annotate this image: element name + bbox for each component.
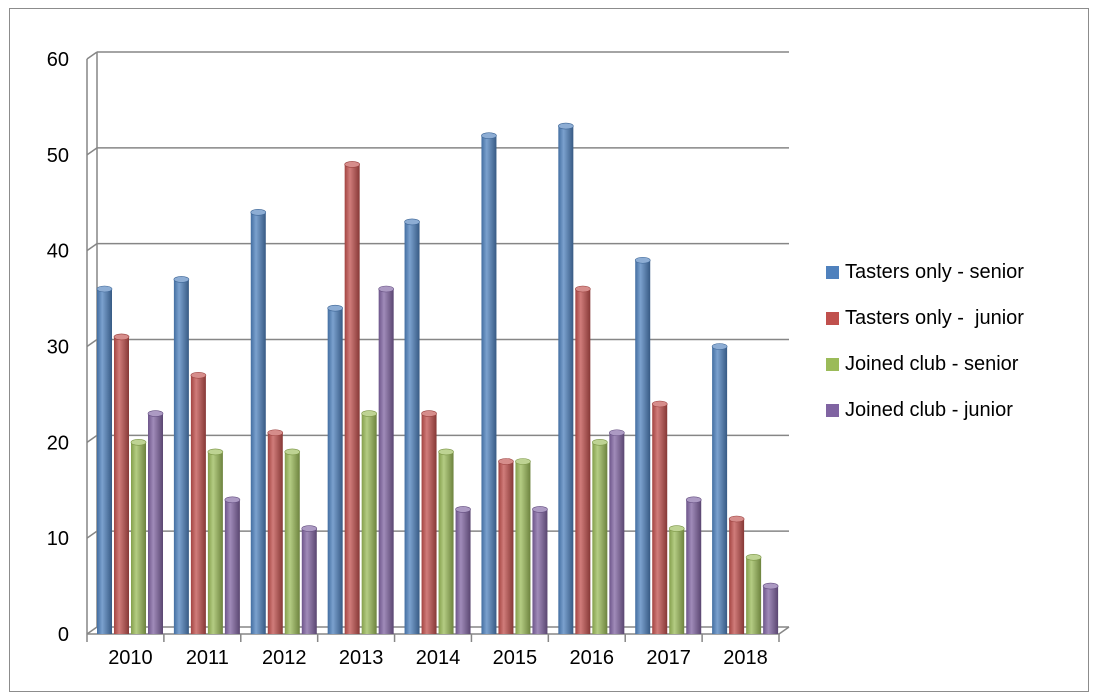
bar <box>284 448 301 634</box>
bar <box>421 410 437 634</box>
y-tick-label: 0 <box>58 624 69 646</box>
gridline-side <box>86 530 98 539</box>
bar <box>250 209 267 635</box>
tick-labels: 0 10 20 30 40 50 60 2010 2011 2012 2013 2014 2015 201… <box>47 49 768 669</box>
legend-swatch <box>826 358 839 371</box>
bar <box>173 276 190 634</box>
bar <box>651 400 668 634</box>
legend-label: Tasters only - senior <box>845 261 1024 283</box>
bar <box>481 132 497 634</box>
bar <box>498 458 514 634</box>
bar <box>207 448 224 634</box>
bar <box>558 122 574 634</box>
y-tick-label: 40 <box>47 241 69 263</box>
bar <box>515 458 531 634</box>
bar <box>190 371 207 634</box>
legend-swatch <box>826 266 839 279</box>
x-tick-label: 2015 <box>493 647 538 669</box>
bar <box>532 506 548 634</box>
bar <box>267 429 284 634</box>
bar <box>609 429 625 634</box>
bars <box>96 122 779 635</box>
bar <box>575 285 591 634</box>
legend-label: Joined club - junior <box>845 399 1013 421</box>
bar <box>224 496 241 634</box>
bar <box>327 304 343 634</box>
y-tick-label: 10 <box>47 528 69 550</box>
x-tick-label: 2010 <box>108 647 153 669</box>
x-tick-label: 2017 <box>646 647 691 669</box>
legend-item: Tasters only - senior <box>826 261 1024 283</box>
bar <box>113 333 130 634</box>
gridline-side <box>86 51 98 60</box>
x-tick-label: 2018 <box>723 647 768 669</box>
x-axis-depth <box>778 626 790 635</box>
bar <box>634 256 651 634</box>
legend-swatch <box>826 404 839 417</box>
x-tick-label: 2016 <box>570 647 615 669</box>
chart-frame <box>9 8 1089 692</box>
bar <box>344 161 360 634</box>
bar <box>711 343 728 634</box>
gridline-side <box>86 626 98 635</box>
x-tick-label: 2011 <box>186 647 229 669</box>
bar <box>685 496 702 634</box>
legend: Tasters only - senior Tasters only - juni… <box>826 261 1024 421</box>
y-tick-label: 60 <box>47 49 69 71</box>
bar <box>301 525 318 634</box>
legend-item: Joined club - junior <box>826 399 1013 421</box>
legend-swatch <box>826 312 839 325</box>
x-tick-label: 2013 <box>339 647 384 669</box>
legend-label: Tasters only - junior <box>845 307 1024 329</box>
gridline-side <box>86 434 98 443</box>
legend-label: Joined club - senior <box>845 353 1019 375</box>
bar <box>668 525 685 634</box>
bar <box>728 515 745 634</box>
bar <box>404 218 420 634</box>
legend-item: Tasters only - junior <box>826 307 1024 329</box>
bar <box>147 410 164 634</box>
x-tick-label: 2012 <box>262 647 307 669</box>
bar <box>130 439 147 634</box>
gridline-side <box>86 338 98 348</box>
gridline-side <box>86 147 98 156</box>
bar <box>96 285 113 634</box>
bar <box>455 506 471 634</box>
y-tick-label: 30 <box>47 337 69 359</box>
bar <box>762 582 779 634</box>
bar <box>378 285 394 634</box>
y-tick-label: 20 <box>47 432 69 454</box>
gridline-side <box>86 243 98 252</box>
bar <box>361 410 377 634</box>
bar <box>438 448 454 634</box>
y-tick-label: 50 <box>47 145 69 167</box>
x-tick-label: 2014 <box>416 647 461 669</box>
bar <box>592 439 608 634</box>
legend-item: Joined club - senior <box>826 353 1019 375</box>
bar <box>745 554 762 634</box>
